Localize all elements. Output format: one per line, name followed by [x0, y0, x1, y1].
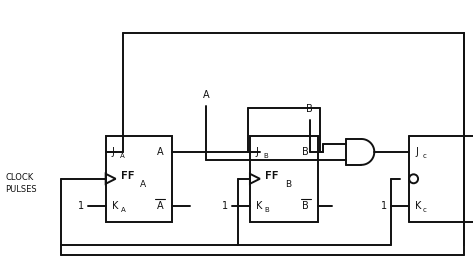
- Text: 1: 1: [381, 201, 387, 211]
- Text: J: J: [415, 147, 418, 157]
- Text: A: A: [120, 207, 125, 213]
- Text: K: K: [112, 201, 118, 211]
- Text: FF: FF: [265, 171, 279, 181]
- Text: B: B: [302, 201, 309, 211]
- Text: B: B: [265, 207, 270, 213]
- Text: A: A: [119, 153, 124, 159]
- Text: 1: 1: [78, 201, 84, 211]
- Text: 1: 1: [222, 201, 228, 211]
- Text: B: B: [302, 147, 309, 157]
- Text: K: K: [256, 201, 262, 211]
- Text: A: A: [157, 201, 164, 211]
- Text: A: A: [203, 90, 210, 100]
- Text: B: B: [264, 153, 269, 159]
- Circle shape: [409, 174, 418, 183]
- Text: c: c: [423, 153, 427, 159]
- Text: PULSES: PULSES: [5, 185, 37, 194]
- Text: A: A: [140, 180, 146, 189]
- Text: J: J: [112, 147, 115, 157]
- Text: B: B: [306, 104, 313, 114]
- Text: CLOCK: CLOCK: [5, 173, 34, 182]
- Text: K: K: [415, 201, 421, 211]
- Text: J: J: [256, 147, 259, 157]
- Text: B: B: [285, 180, 291, 189]
- Text: A: A: [157, 147, 164, 157]
- Text: c: c: [423, 207, 427, 213]
- Text: FF: FF: [121, 171, 134, 181]
